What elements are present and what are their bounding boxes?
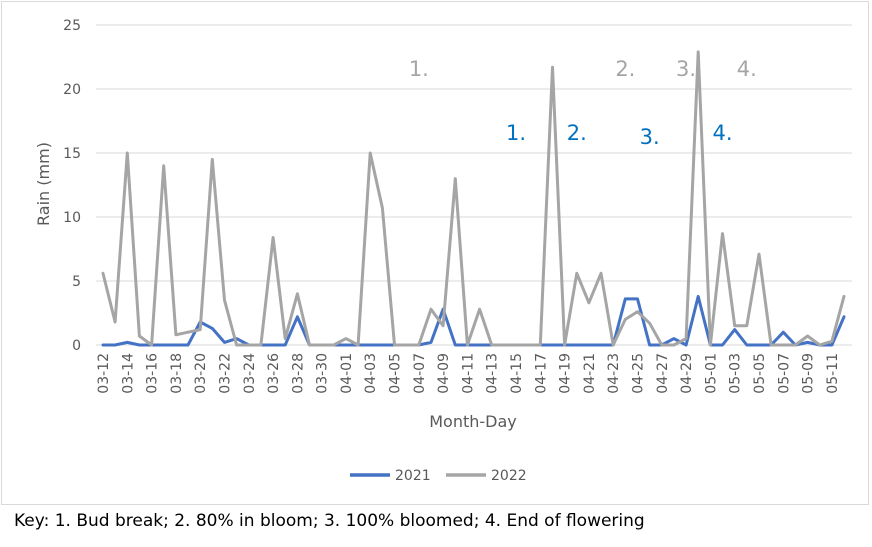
x-tick-label: 04-23 bbox=[606, 353, 622, 394]
x-tick-label: 04-19 bbox=[558, 353, 574, 394]
x-tick-label: 04-29 bbox=[679, 353, 695, 394]
y-tick-label: 25 bbox=[63, 18, 81, 34]
x-tick-label: 04-01 bbox=[339, 353, 355, 394]
rainfall-chart: 0 5 10 15 20 25 03-12 03-14 03-16 03-18 03-20 03-2… bbox=[34, 18, 852, 484]
y-tick-label: 5 bbox=[72, 274, 81, 290]
x-tick-label: 04-25 bbox=[630, 353, 646, 394]
chart-frame: 0 5 10 15 20 25 03-12 03-14 03-16 03-18 03-20 03-2… bbox=[1, 1, 869, 505]
stage-annotation: 1. bbox=[506, 121, 526, 145]
legend-label-2021: 2021 bbox=[395, 468, 431, 484]
x-tick-label: 03-18 bbox=[169, 353, 185, 394]
x-tick-label: 03-26 bbox=[266, 353, 282, 394]
series-line-2022 bbox=[101, 50, 846, 347]
x-tick-label: 03-14 bbox=[120, 353, 136, 394]
x-tick-label: 03-28 bbox=[290, 353, 306, 394]
x-tick-label: 04-21 bbox=[582, 353, 598, 394]
x-tick-label: 03-16 bbox=[145, 353, 161, 394]
stage-annotation: 4. bbox=[737, 57, 757, 81]
x-tick-label: 03-12 bbox=[96, 353, 112, 394]
x-tick-label: 05-07 bbox=[776, 353, 792, 394]
x-tick-label: 03-22 bbox=[217, 353, 233, 394]
stage-annotations: 1. 2. 3. 4. 1. 2. 3. 4. bbox=[409, 57, 757, 149]
y-axis-title: Rain (mm) bbox=[34, 142, 53, 226]
x-tick-labels: 03-12 03-14 03-16 03-18 03-20 03-22 03-24 03-26… bbox=[96, 353, 841, 394]
stage-annotation: 2. bbox=[567, 121, 587, 145]
stage-annotation: 3. bbox=[676, 57, 696, 81]
x-tick-label: 05-05 bbox=[752, 353, 768, 394]
x-tick-label: 04-27 bbox=[655, 353, 671, 394]
series-line-2021 bbox=[101, 294, 846, 347]
y-tick-label: 0 bbox=[72, 338, 81, 354]
x-tick-label: 04-09 bbox=[436, 353, 452, 394]
x-tick-label: 04-13 bbox=[485, 353, 501, 394]
legend-label-2022: 2022 bbox=[491, 468, 527, 484]
x-tick-label: 04-05 bbox=[388, 353, 404, 394]
x-axis-title: Month-Day bbox=[429, 412, 517, 431]
y-tick-label: 20 bbox=[63, 82, 81, 98]
x-tick-label: 05-09 bbox=[801, 353, 817, 394]
x-tick-label: 05-03 bbox=[728, 353, 744, 394]
stage-annotation: 2. bbox=[615, 57, 635, 81]
x-tick-label: 03-30 bbox=[315, 353, 331, 394]
stage-key-caption: Key: 1. Bud break; 2. 80% in bloom; 3. 1… bbox=[14, 511, 645, 531]
legend: 2021 2022 bbox=[350, 468, 527, 484]
stage-annotation: 1. bbox=[409, 57, 429, 81]
x-tick-label: 04-03 bbox=[363, 353, 379, 394]
x-tick-label: 04-15 bbox=[509, 353, 525, 394]
stage-annotation: 3. bbox=[640, 125, 660, 149]
x-tick-label: 05-01 bbox=[703, 353, 719, 394]
y-tick-label: 15 bbox=[63, 146, 81, 162]
x-tick-label: 03-20 bbox=[193, 353, 209, 394]
y-tick-labels: 0 5 10 15 20 25 bbox=[63, 18, 81, 354]
y-tick-label: 10 bbox=[63, 210, 81, 226]
x-tick-label: 05-11 bbox=[825, 353, 841, 394]
stage-annotation: 4. bbox=[713, 121, 733, 145]
series-lines bbox=[101, 50, 846, 347]
x-tick-label: 04-07 bbox=[412, 353, 428, 394]
x-tick-label: 04-17 bbox=[533, 353, 549, 394]
x-tick-label: 03-24 bbox=[242, 353, 258, 394]
x-tick-label: 04-11 bbox=[460, 353, 476, 394]
